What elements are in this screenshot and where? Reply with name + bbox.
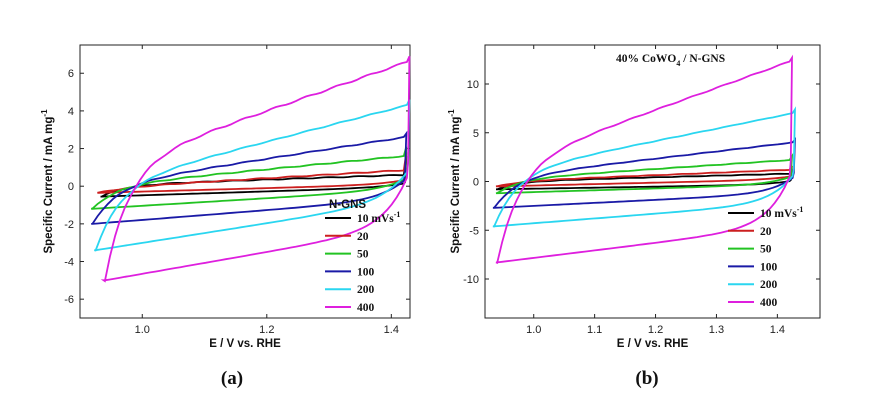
legend-label: 50 — [760, 244, 772, 256]
cv-curve-100 — [91, 130, 408, 225]
cv-curve-400 — [495, 54, 793, 264]
y-tick-label: 0 — [473, 177, 479, 189]
legend-label: 100 — [760, 261, 778, 273]
cv-curve-10-mvs — [496, 168, 793, 191]
x-tick-label: 1.0 — [135, 324, 150, 336]
chart-panel-a: 1.0 1.2 1.4 -6 -4 -2 0 2 4 6 E / V vs. RHE Specific… — [40, 44, 411, 389]
legend-label: 400 — [760, 297, 778, 309]
x-axis-label: E / V vs. RHE — [209, 338, 281, 350]
y-tick-label: 5 — [473, 128, 479, 140]
y-tick-label: -6 — [64, 294, 74, 306]
y-tick-label: 6 — [68, 68, 74, 80]
y-tick-label: 10 — [467, 79, 479, 91]
y-tick-label: -5 — [469, 225, 479, 237]
x-tick-label: 1.1 — [587, 324, 602, 336]
y-axis-label: Specific Current / mA mg-1 — [447, 109, 462, 254]
legend-label: 20 — [760, 226, 772, 238]
x-tick-label: 1.4 — [770, 324, 785, 336]
cv-curve-100 — [492, 137, 796, 209]
x-tick-label: 1.2 — [648, 324, 663, 336]
y-tick-label: -4 — [64, 257, 74, 269]
legend-label: 10 mVs-1 — [357, 210, 400, 225]
x-tick-label: 1.2 — [259, 324, 274, 336]
x-axis-label: E / V vs. RHE — [617, 338, 689, 350]
cv-curve-200 — [492, 106, 796, 228]
x-tick-label: 1.3 — [709, 324, 724, 336]
y-tick-label: 0 — [68, 181, 74, 193]
sample-annotation: 40% CoWO4 / N-GNS — [616, 53, 725, 68]
cv-curve-20 — [97, 152, 408, 194]
legend-title: N-GNS — [329, 199, 366, 211]
panel-label: (b) — [635, 368, 658, 389]
panel-label: (a) — [221, 368, 243, 389]
legend-label: 10 mVs-1 — [760, 205, 803, 220]
y-tick-label: 2 — [68, 144, 74, 156]
legend-label: 20 — [357, 231, 369, 243]
chart-panel-b: 1.0 1.1 1.2 1.3 1.4 -10 -5 0 5 10 E / V vs. RHE Spe… — [447, 44, 821, 389]
legend-label: 50 — [357, 249, 369, 261]
legend-label: 100 — [357, 266, 375, 278]
y-tick-label: -10 — [463, 274, 479, 286]
legend-label: 200 — [357, 284, 375, 296]
cv-curve-400 — [100, 55, 411, 283]
legend-label: 200 — [760, 279, 778, 291]
plot-frame — [79, 44, 411, 319]
x-tick-label: 1.0 — [526, 324, 541, 336]
y-axis-label: Specific Current / mA mg-1 — [40, 109, 55, 254]
x-tick-label: 1.4 — [384, 324, 399, 336]
legend-label: 400 — [357, 302, 375, 314]
y-tick-label: -2 — [64, 219, 74, 231]
y-tick-label: 4 — [68, 106, 74, 118]
